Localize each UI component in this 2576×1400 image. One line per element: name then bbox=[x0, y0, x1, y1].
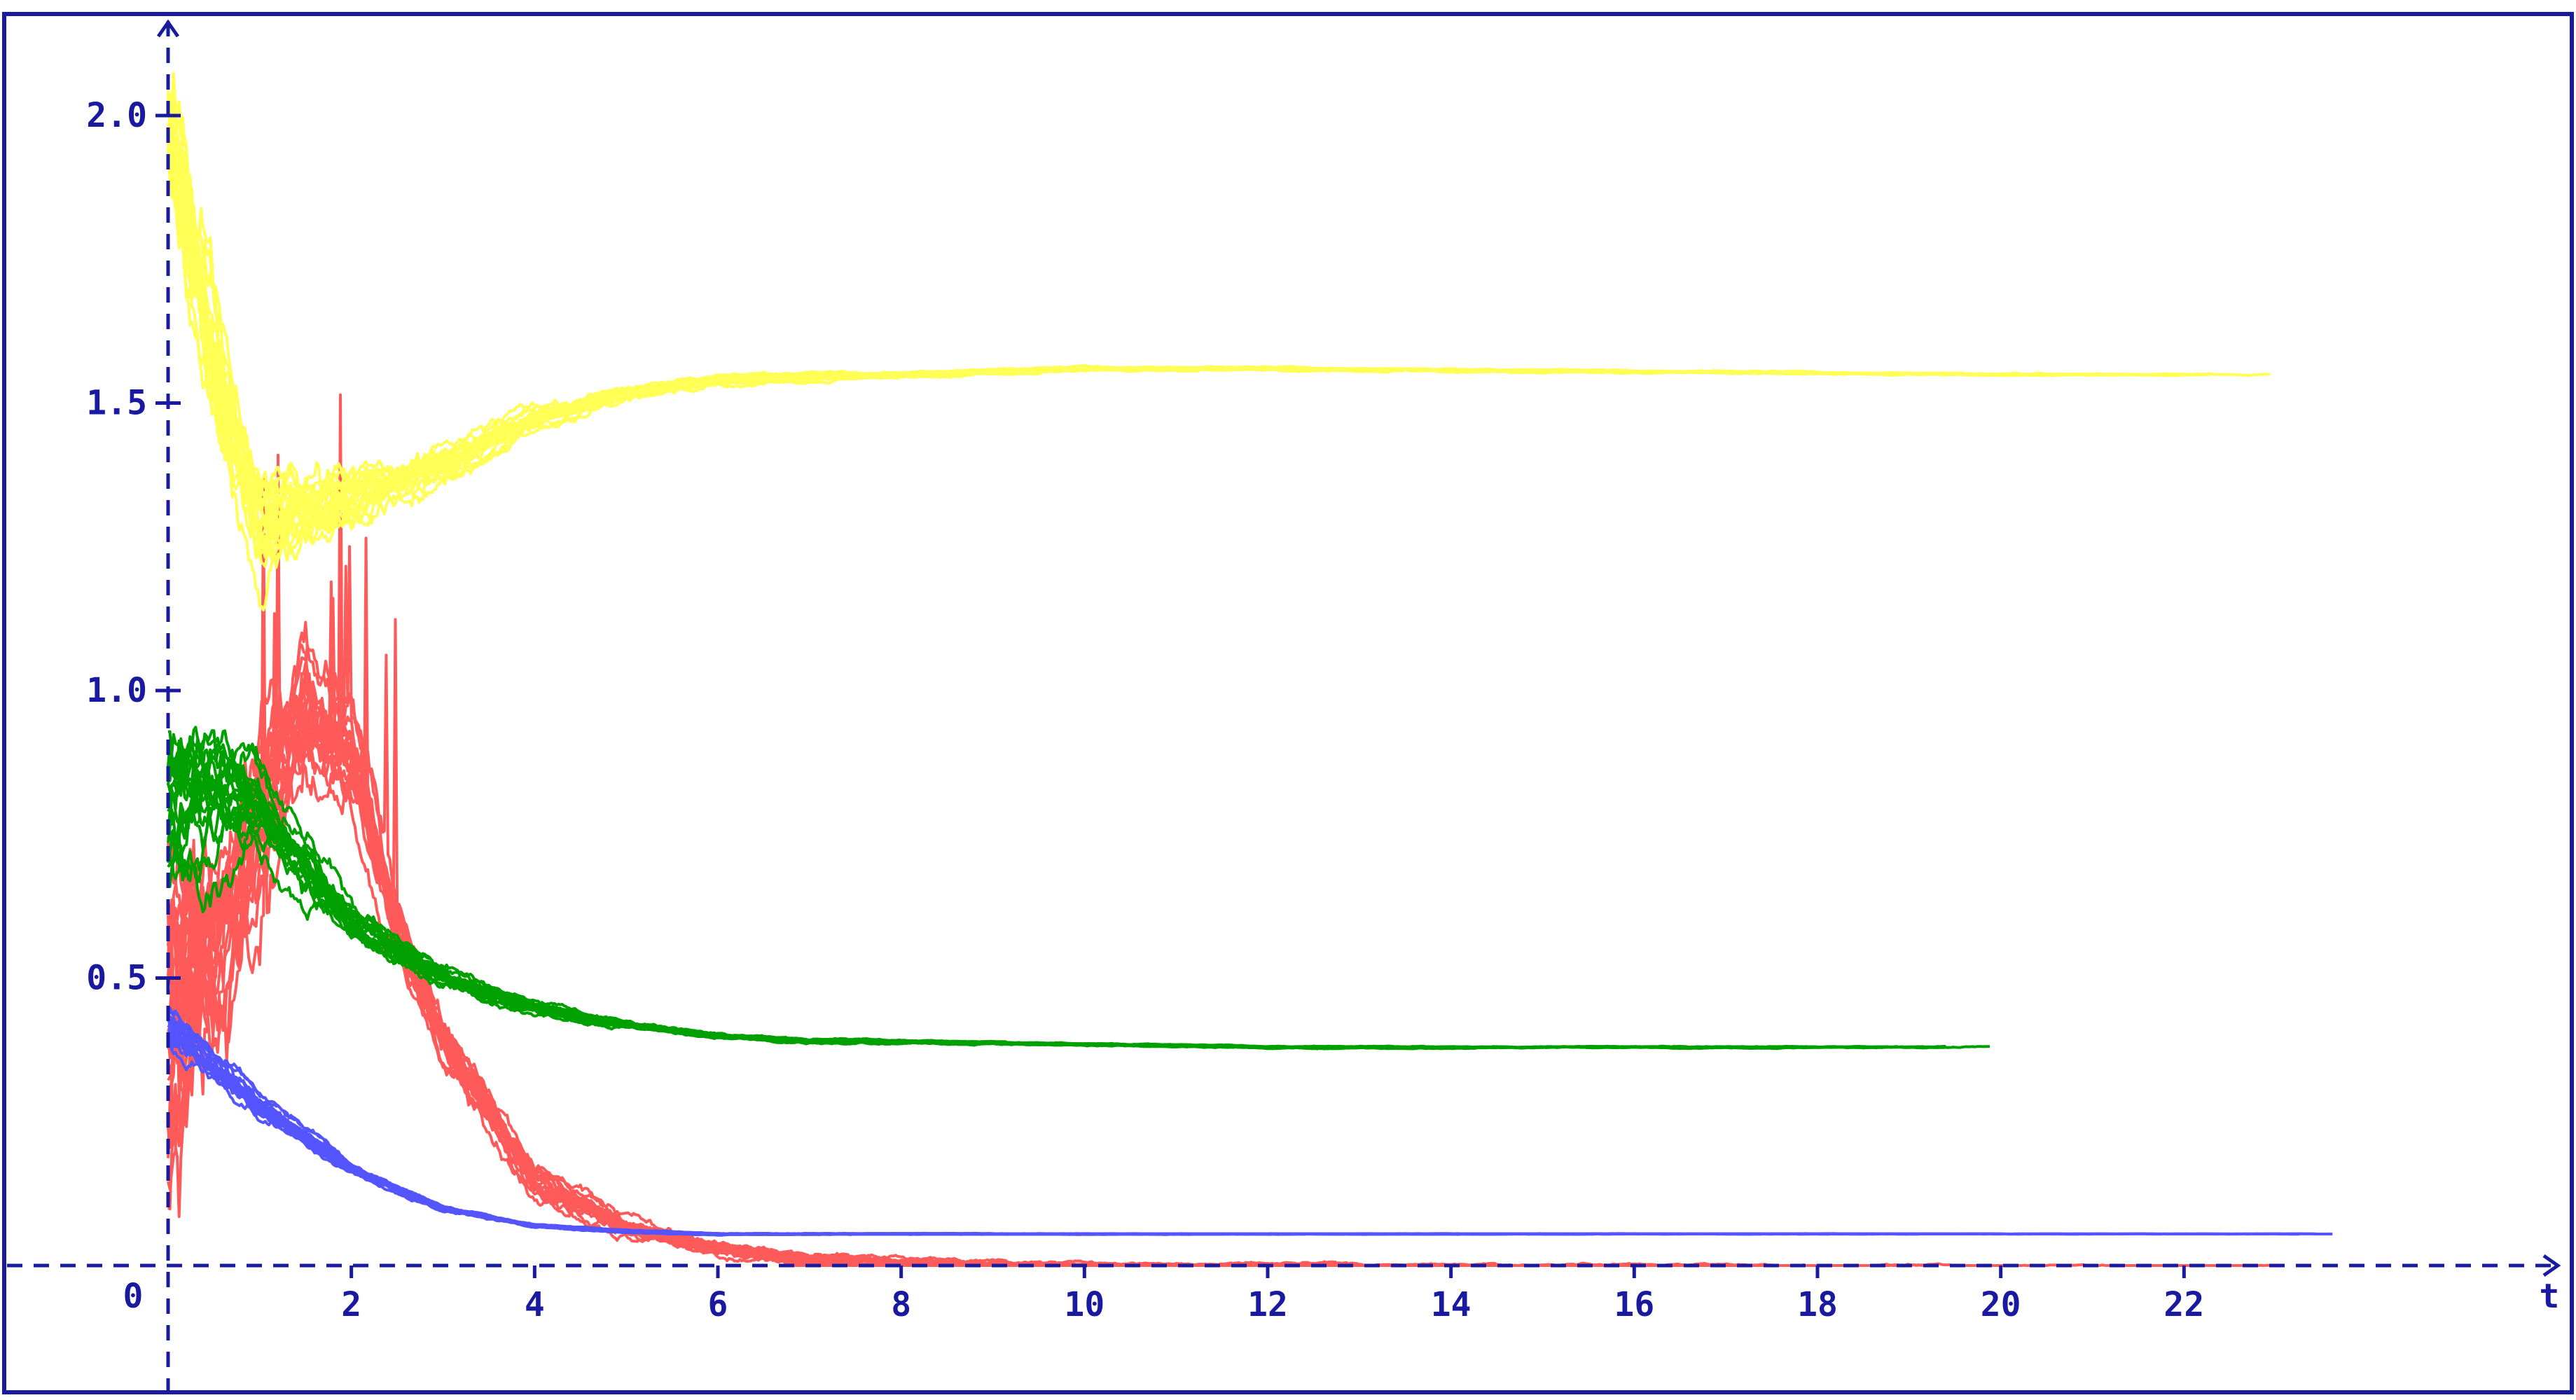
x-tick-label: 22 bbox=[2163, 1285, 2204, 1324]
trajectory-line bbox=[167, 756, 1990, 1050]
series-group bbox=[167, 72, 2271, 611]
y-axis-arrow bbox=[156, 19, 180, 38]
origin-label: 0 bbox=[123, 1277, 144, 1316]
x-tick-label: 16 bbox=[1614, 1285, 1654, 1324]
x-tick-label: 6 bbox=[708, 1285, 728, 1324]
y-tick-label: 1.0 bbox=[86, 671, 147, 710]
x-tick-label: 12 bbox=[1247, 1285, 1288, 1324]
x-tick-label: 8 bbox=[891, 1285, 911, 1324]
x-tick-label: 18 bbox=[1797, 1285, 1838, 1324]
y-tick-label: 1.5 bbox=[86, 384, 147, 423]
trajectory-line bbox=[167, 92, 2163, 568]
y-tick-label: 0.5 bbox=[86, 959, 147, 998]
series-group bbox=[167, 726, 1990, 1051]
series-group bbox=[167, 1006, 2333, 1237]
x-tick-label: 14 bbox=[1431, 1285, 1471, 1324]
chart-frame bbox=[2, 12, 2574, 1394]
x-tick-label: 4 bbox=[525, 1285, 545, 1324]
x-tick-label: 2 bbox=[341, 1285, 361, 1324]
x-tick-label: 20 bbox=[1981, 1285, 2021, 1324]
trajectory-line bbox=[167, 1039, 2300, 1236]
x-axis-arrow bbox=[2542, 1254, 2561, 1277]
y-tick-label: 2.0 bbox=[86, 96, 147, 135]
axes: 2 4 6 8 10 12 14 16 18 20 22 t 0 0.5 1.0 1.5 2.0 bbox=[7, 19, 2561, 1390]
trajectory-line bbox=[167, 753, 960, 1044]
x-axis-label: t bbox=[2540, 1277, 2560, 1316]
x-tick-label: 10 bbox=[1064, 1285, 1105, 1324]
